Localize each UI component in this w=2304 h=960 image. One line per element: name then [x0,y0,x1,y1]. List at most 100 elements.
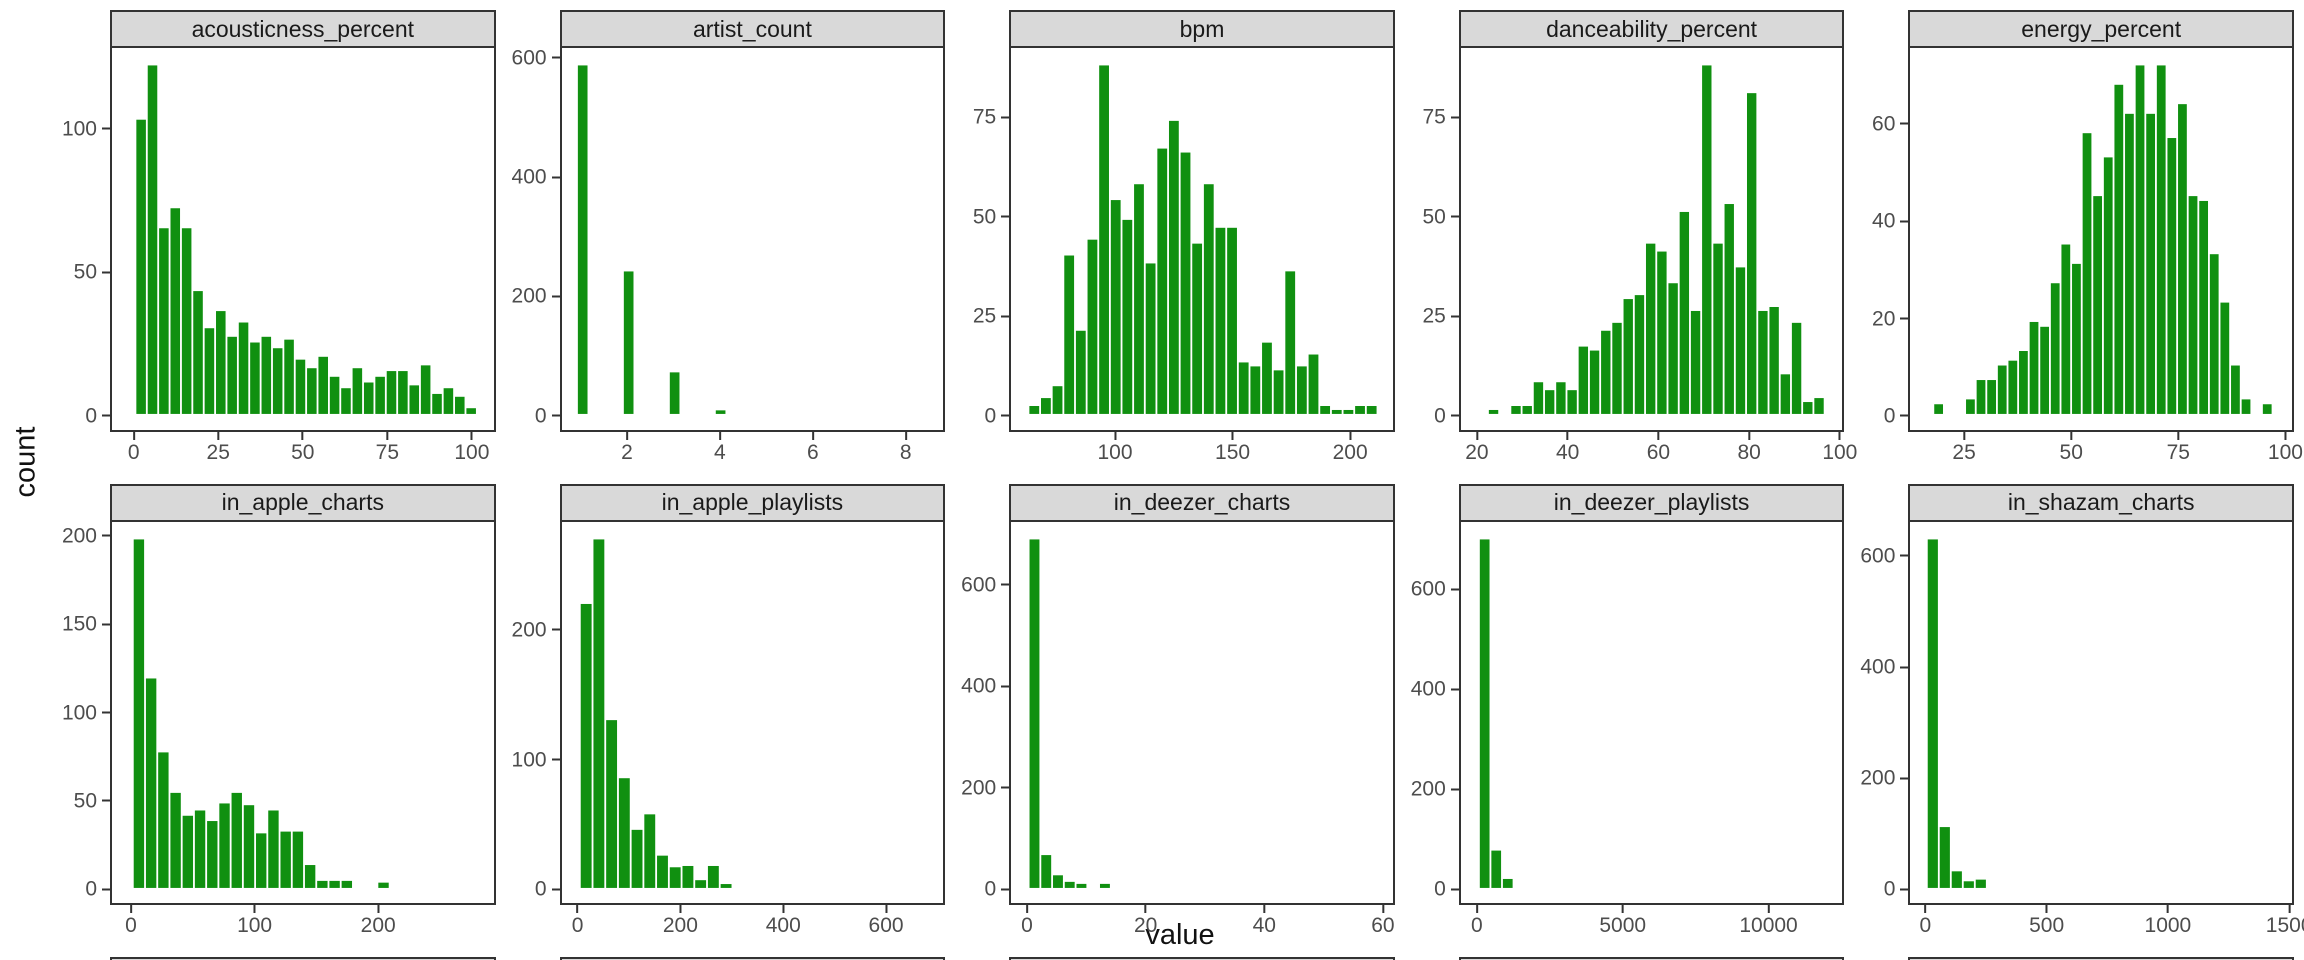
histogram-bar [398,371,408,414]
x-tick: 100 [1097,431,1133,463]
y-tick-label: 200 [1860,766,1896,790]
histogram-bar [181,228,192,414]
y-tick-label: 60 [1872,112,1896,136]
y-tick-mark [102,414,110,417]
histogram-bar [1052,386,1063,414]
histogram-bar [1110,200,1121,414]
histogram-plot [1908,521,2294,906]
histogram-bar [304,864,316,888]
y-tick-label: 0 [984,877,997,901]
y-tick-mark [1450,215,1459,218]
histogram-bar [2178,104,2188,414]
x-tick-mark [2070,431,2073,440]
histogram-bar [261,336,272,414]
x-tick-label: 75 [2166,440,2190,464]
x-axis-title: value [1145,919,1215,951]
histogram-bar [341,880,353,888]
x-tick-label: 2 [621,440,633,464]
histogram-bar [1250,366,1261,414]
x-tick-mark [132,431,135,440]
facet-strip: in_spotify_charts [110,957,496,960]
y-tick-mark [1450,588,1459,591]
histogram-bar [341,388,351,414]
histogram-bar [1273,370,1284,414]
x-tick-mark [1381,905,1384,914]
y-tick: 0 [1884,405,1909,426]
histogram-plot [110,48,496,432]
histogram-bars [577,65,726,414]
x-tick-mark [625,431,628,440]
histogram-bar [1589,350,1600,414]
y-tick-label: 200 [511,618,547,642]
y-tick: 0 [985,405,1010,426]
y-tick-label: 600 [1860,544,1896,568]
x-tick-label: 40 [1252,914,1276,938]
histogram-bar [272,348,283,414]
y-tick-mark [1001,414,1010,417]
histogram-bar [159,228,169,414]
x-tick: 5000 [1599,905,1646,936]
histogram-bar [284,339,294,414]
x-tick: 20 [1134,905,1157,936]
histogram-bar [1145,263,1156,414]
histogram-bar [375,376,385,414]
histogram-bar [656,855,668,888]
x-tick: 200 [663,905,698,936]
y-tick-label: 0 [534,404,547,428]
histogram-bar [1533,382,1543,414]
y-axis: 0 50 100 [58,48,110,432]
x-tick: 100 [1822,431,1857,463]
facet-strip: energy_percent [1908,10,2294,48]
x-tick-mark [217,431,220,440]
y-tick-mark [1450,414,1459,417]
histogram-bar [329,880,340,888]
x-tick: 200 [1333,431,1368,463]
histogram-bars [580,539,732,888]
histogram-bar [1332,409,1342,414]
x-tick: 0 [1471,905,1483,936]
histogram-bar [466,408,476,414]
x-tick: 50 [2059,431,2083,464]
histogram-bar [1555,382,1566,414]
histogram-bar [1735,267,1745,414]
y-tick-label: 100 [61,701,97,725]
histogram-bars [1029,539,1111,888]
x-axis: 0 20 40 60 [1009,905,1395,939]
histogram-bar [593,539,604,888]
histogram-bar [1780,374,1790,414]
x-tick: 8 [900,431,912,463]
y-tick-mark [1900,317,1909,320]
y-tick-mark [1450,315,1459,318]
y-tick-mark [1900,414,1909,417]
histogram-plot [559,521,946,906]
y-axis: 0 200 400 600 [1407,522,1459,906]
histogram-bars [1934,65,2273,414]
y-tick: 200 [512,286,560,307]
y-axis: 0 20 40 60 [1856,48,1909,432]
histogram-bar [318,356,328,414]
x-tick-mark [1924,905,1927,914]
x-tick: 4 [714,431,726,463]
x-tick: 0 [125,905,137,936]
x-tick-label: 5000 [1599,914,1647,938]
histogram-bar [378,882,389,888]
histogram-bar [1343,409,1354,414]
x-tick-label: 50 [2059,440,2083,464]
y-tick-mark [1900,777,1909,780]
histogram-bar [580,603,592,888]
y-tick-label: 25 [1422,304,1446,328]
histogram-plot [559,48,946,432]
x-tick-label: 1000 [2144,914,2192,938]
y-tick-label: 100 [61,117,97,141]
histogram-bar [2125,113,2135,414]
y-tick-label: 50 [972,205,997,229]
x-tick-mark [1767,905,1770,914]
histogram-bar [295,359,306,414]
histogram-bar [1724,204,1734,414]
histogram-bar [1238,362,1249,414]
facet-panel: 0 200 400 600 in_shazam_charts 0 500 1000 1500 [1856,483,2304,940]
y-tick-label: 50 [73,789,97,813]
y-axis: 0 25 50 75 [1407,48,1459,432]
y-tick-mark [102,534,110,537]
facet-strip: in_deezer_charts [1009,483,1395,522]
